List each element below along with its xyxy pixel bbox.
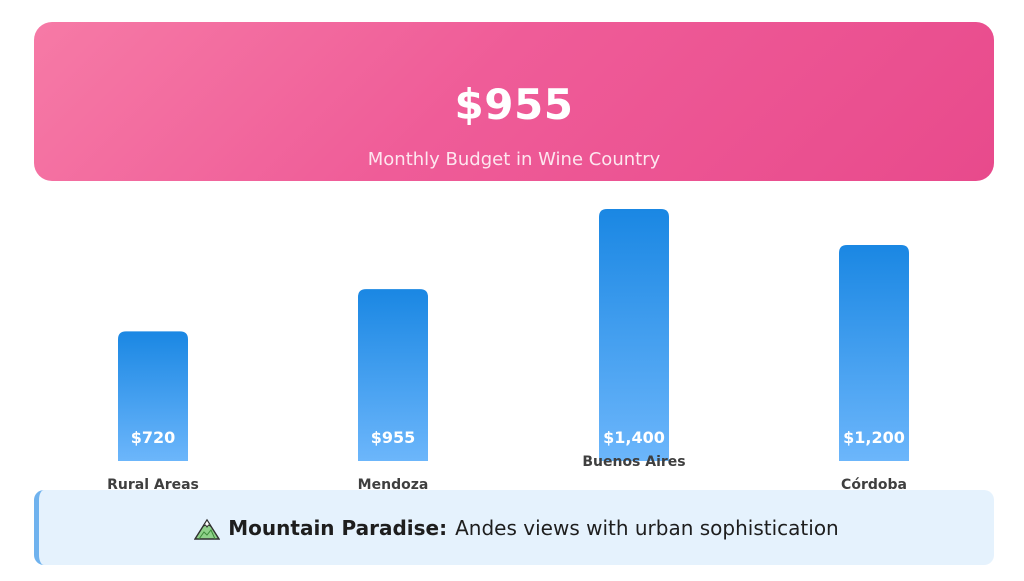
category-label: Rural Areas	[107, 477, 199, 493]
bar-rural-areas	[118, 331, 188, 461]
bar-value-label: $720	[131, 428, 176, 447]
bar-buenos-aires	[599, 209, 669, 461]
budget-amount: $955	[454, 80, 574, 129]
budget-hero-card: $955 Monthly Budget in Wine Country	[34, 22, 994, 181]
bar-value-label: $1,400	[603, 428, 665, 447]
mountain-icon	[193, 518, 221, 540]
cost-bar-chart: $720 $955 $1,400 $1,200 Rural Areas Mendoza B…	[0, 195, 1024, 495]
category-label: Córdoba	[841, 477, 907, 493]
note-text: Andes views with urban sophistication	[455, 515, 839, 540]
bar-value-label: $1,200	[843, 428, 905, 447]
bar-mendoza	[358, 289, 428, 461]
bar-chart-svg: $720 $955 $1,400 $1,200	[118, 209, 909, 461]
budget-subtitle: Monthly Budget in Wine Country	[367, 149, 661, 170]
bar-value-label: $955	[371, 428, 416, 447]
category-label: Buenos Aires	[582, 454, 686, 470]
note-title: Mountain Paradise:	[228, 515, 448, 540]
category-label: Mendoza	[357, 477, 429, 493]
mountain-paradise-note: Mountain Paradise: Andes views with urba…	[34, 490, 994, 565]
bar-córdoba	[839, 245, 909, 461]
